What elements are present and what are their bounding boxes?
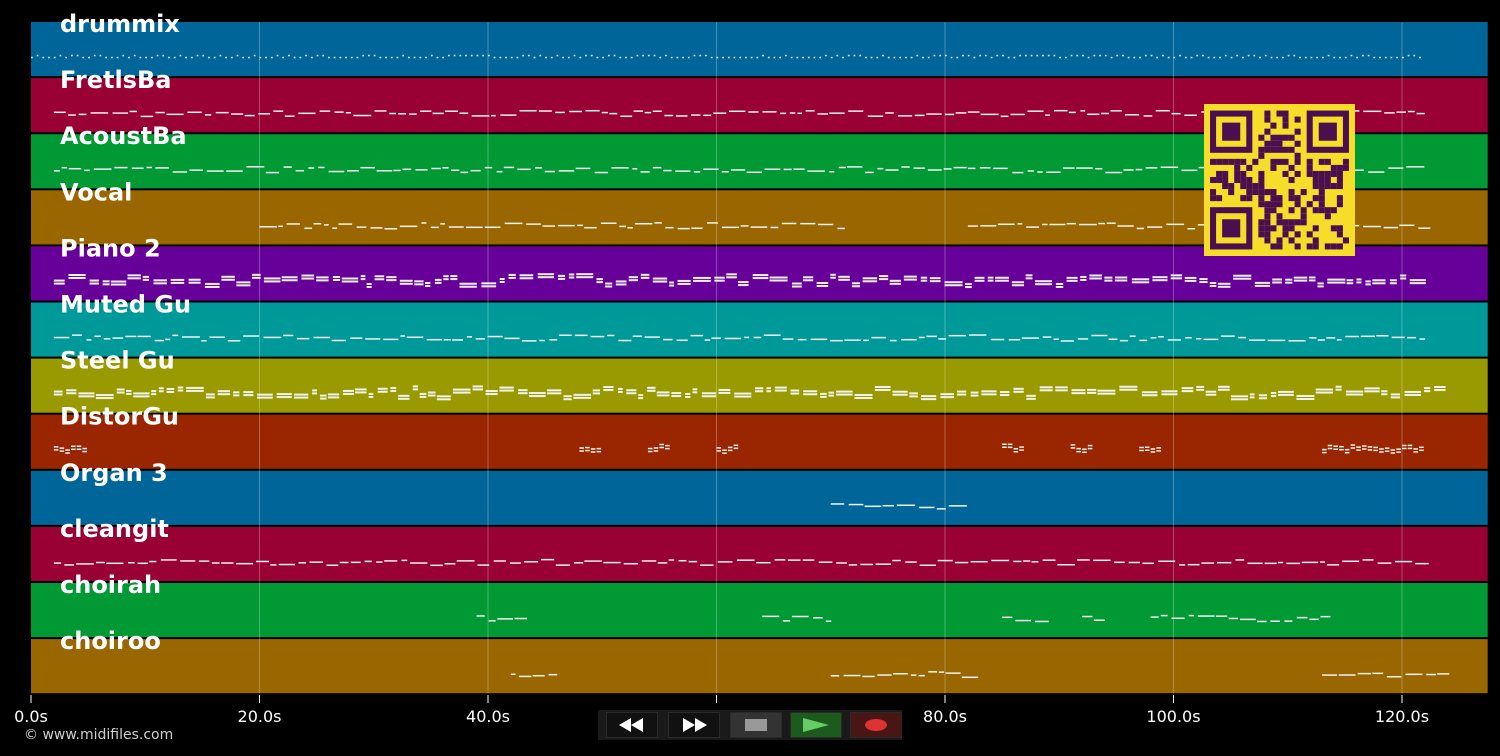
track-notes [53, 273, 1426, 289]
track-notes [53, 443, 1424, 454]
stop-button[interactable] [730, 712, 782, 738]
note-events [31, 54, 1450, 679]
track-lane [31, 470, 1488, 525]
play-icon [803, 718, 829, 732]
track-labels: drummix FretlsBa AcoustBa Vocal Piano 2 Muted… [60, 10, 191, 655]
track-lane [31, 583, 1488, 638]
track-label: Steel Gu [60, 347, 175, 375]
track-label: Organ 3 [60, 459, 168, 487]
track-label: Muted Gu [60, 291, 191, 319]
tick-label: 100.0s [1146, 707, 1200, 726]
fast-forward-button[interactable] [668, 712, 720, 738]
track-notes [53, 385, 1446, 401]
record-button[interactable] [850, 712, 902, 738]
tick-label: 120.0s [1375, 707, 1429, 726]
tick-label: 40.0s [466, 707, 510, 726]
track-notes [476, 614, 1331, 623]
tick-label: 0.0s [14, 707, 48, 726]
fast-forward-icon [683, 718, 707, 732]
track-label: Vocal [60, 178, 132, 206]
transport-controls [598, 710, 902, 740]
track-label: choirah [60, 571, 161, 599]
track-lane [31, 414, 1488, 469]
track-label: AcoustBa [60, 122, 187, 150]
track-lane [31, 302, 1488, 357]
record-icon [865, 719, 887, 731]
track-lane [31, 358, 1488, 413]
time-gridlines [259, 22, 1403, 694]
track-notes [830, 503, 967, 510]
track-label: FretlsBa [60, 66, 171, 94]
track-lane [31, 22, 1488, 77]
track-label: Piano 2 [60, 234, 161, 262]
track-label: choiroo [60, 627, 161, 655]
copyright-text: © www.midifiles.com [24, 727, 174, 743]
stop-icon [745, 719, 767, 731]
track-label: drummix [60, 10, 180, 38]
track-notes [259, 222, 1431, 230]
rewind-icon [619, 718, 643, 732]
tick-label: 80.0s [923, 707, 967, 726]
track-notes [53, 558, 1429, 567]
track-lane [31, 639, 1488, 694]
rewind-button[interactable] [606, 712, 658, 738]
qr-code [1204, 104, 1355, 256]
track-notes [53, 334, 1426, 342]
track-notes [510, 671, 1450, 679]
track-lane [31, 526, 1488, 581]
tick-label: 20.0s [238, 707, 282, 726]
track-notes [53, 109, 1425, 118]
track-label: DistorGu [60, 403, 179, 431]
track-notes [31, 54, 1421, 59]
track-label: cleangit [60, 515, 169, 543]
qr-code-pattern [1210, 110, 1349, 250]
play-button[interactable] [790, 712, 842, 738]
